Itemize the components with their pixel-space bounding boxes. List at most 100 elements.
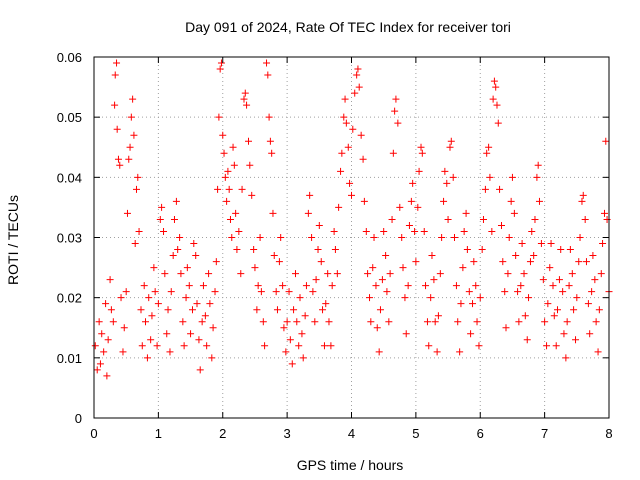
data-point bbox=[240, 95, 248, 103]
data-point bbox=[337, 167, 345, 175]
data-point bbox=[229, 143, 237, 151]
data-point bbox=[392, 95, 400, 103]
data-point bbox=[217, 59, 225, 67]
data-point bbox=[243, 101, 251, 109]
data-point bbox=[530, 252, 538, 260]
data-point bbox=[102, 300, 110, 308]
data-point bbox=[383, 288, 391, 296]
data-point bbox=[341, 95, 349, 103]
data-point bbox=[479, 215, 487, 223]
data-point bbox=[261, 342, 269, 350]
data-point bbox=[170, 215, 178, 223]
data-point bbox=[116, 161, 124, 169]
data-point bbox=[270, 252, 278, 260]
data-point bbox=[348, 191, 355, 199]
data-point bbox=[275, 258, 283, 266]
data-point bbox=[490, 77, 498, 85]
data-point bbox=[295, 342, 303, 350]
data-point bbox=[375, 348, 383, 356]
y-tick-label: 0 bbox=[75, 411, 82, 426]
data-point bbox=[555, 276, 563, 284]
data-point bbox=[563, 318, 571, 326]
data-point bbox=[277, 234, 285, 241]
data-point bbox=[257, 288, 265, 296]
data-point bbox=[489, 95, 497, 103]
data-point bbox=[362, 227, 370, 235]
data-point bbox=[499, 258, 507, 266]
data-point bbox=[161, 270, 169, 278]
data-point bbox=[142, 318, 149, 326]
data-point bbox=[291, 270, 299, 278]
data-point bbox=[359, 155, 367, 163]
data-point bbox=[327, 342, 335, 350]
data-point bbox=[418, 149, 426, 157]
data-point bbox=[309, 288, 317, 296]
data-point bbox=[444, 215, 452, 223]
data-point bbox=[169, 252, 177, 260]
data-point bbox=[241, 89, 249, 97]
data-point bbox=[134, 173, 142, 181]
data-point bbox=[245, 137, 252, 145]
data-point bbox=[594, 348, 602, 356]
data-point bbox=[127, 113, 135, 121]
data-point bbox=[357, 131, 365, 139]
data-point bbox=[433, 348, 441, 356]
data-point bbox=[199, 282, 207, 290]
data-point bbox=[549, 282, 557, 290]
data-point bbox=[417, 143, 425, 151]
data-point bbox=[174, 246, 182, 254]
data-point bbox=[485, 143, 493, 151]
data-point bbox=[470, 258, 478, 266]
data-point bbox=[436, 270, 444, 278]
data-point bbox=[335, 203, 343, 211]
data-point bbox=[597, 270, 605, 278]
data-point bbox=[154, 300, 162, 308]
data-point bbox=[572, 336, 580, 344]
data-point bbox=[472, 282, 480, 290]
data-point bbox=[462, 209, 470, 217]
data-point bbox=[137, 306, 145, 314]
data-point bbox=[552, 342, 560, 350]
data-point bbox=[164, 306, 172, 314]
data-point bbox=[595, 306, 603, 314]
data-point bbox=[351, 89, 359, 97]
data-point bbox=[317, 258, 325, 266]
data-point bbox=[366, 294, 374, 302]
data-point bbox=[391, 107, 399, 115]
data-point bbox=[430, 276, 438, 284]
grid bbox=[94, 57, 609, 418]
data-point bbox=[206, 300, 214, 308]
y-tick-label: 0.05 bbox=[57, 110, 82, 125]
data-point bbox=[521, 312, 529, 320]
x-tick-label: 0 bbox=[90, 426, 97, 441]
data-point bbox=[91, 342, 99, 350]
data-point bbox=[537, 240, 545, 248]
data-point bbox=[550, 312, 558, 320]
data-point bbox=[331, 246, 339, 254]
data-point bbox=[398, 234, 406, 241]
x-tick-label: 2 bbox=[219, 426, 226, 441]
data-point bbox=[264, 71, 272, 79]
data-point bbox=[394, 119, 402, 127]
data-point bbox=[263, 59, 271, 67]
data-point bbox=[250, 246, 258, 254]
data-point bbox=[378, 276, 386, 284]
data-point bbox=[195, 336, 203, 344]
data-point bbox=[360, 197, 368, 205]
data-point bbox=[431, 318, 439, 326]
data-point bbox=[167, 288, 175, 296]
data-point bbox=[212, 258, 220, 266]
data-point bbox=[414, 203, 422, 211]
data-point bbox=[211, 288, 219, 296]
data-point bbox=[268, 149, 276, 157]
data-point bbox=[562, 354, 570, 362]
data-point bbox=[411, 227, 419, 235]
data-point bbox=[586, 330, 594, 338]
data-point bbox=[457, 300, 465, 308]
data-point bbox=[238, 185, 246, 193]
data-point bbox=[145, 294, 153, 302]
data-point bbox=[111, 101, 119, 109]
data-point bbox=[344, 143, 352, 151]
data-point bbox=[209, 324, 217, 332]
data-point bbox=[203, 342, 211, 350]
